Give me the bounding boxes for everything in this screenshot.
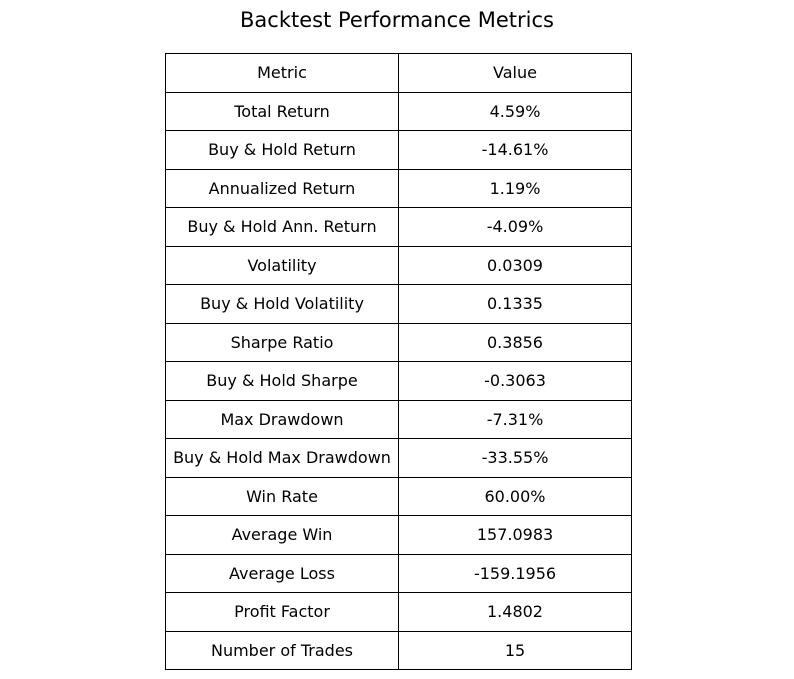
table-row: Sharpe Ratio 0.3856 — [165, 322, 632, 362]
chart-title: Backtest Performance Metrics — [240, 8, 554, 32]
metric-name-cell: Profit Factor — [165, 592, 399, 632]
table-row: Buy & Hold Sharpe -0.3063 — [165, 361, 632, 401]
metric-value-cell: 157.0983 — [398, 515, 632, 555]
metric-name-cell: Buy & Hold Return — [165, 130, 399, 170]
metric-value-cell: -14.61% — [398, 130, 632, 170]
table-row: Average Loss -159.1956 — [165, 553, 632, 593]
metric-value-cell: 1.4802 — [398, 592, 632, 632]
metric-value-cell: 0.1335 — [398, 284, 632, 324]
metric-value-cell: 0.0309 — [398, 245, 632, 285]
table-row: Number of Trades 15 — [165, 630, 632, 670]
metric-value-cell: -0.3063 — [398, 361, 632, 401]
column-header-metric: Metric — [165, 53, 399, 93]
table-row: Average Win 157.0983 — [165, 515, 632, 555]
metric-value-cell: 0.3856 — [398, 322, 632, 362]
table-row: Annualized Return 1.19% — [165, 168, 632, 208]
metric-name-cell: Average Loss — [165, 553, 399, 593]
table-row: Buy & Hold Ann. Return -4.09% — [165, 207, 632, 247]
metric-name-cell: Buy & Hold Ann. Return — [165, 207, 399, 247]
table-row: Max Drawdown -7.31% — [165, 399, 632, 439]
metric-value-cell: 15 — [398, 630, 632, 670]
table-row: Buy & Hold Return -14.61% — [165, 130, 632, 170]
table-header-row: Metric Value — [165, 53, 632, 93]
metric-name-cell: Number of Trades — [165, 630, 399, 670]
metric-name-cell: Buy & Hold Volatility — [165, 284, 399, 324]
metric-value-cell: 1.19% — [398, 168, 632, 208]
metric-value-cell: -33.55% — [398, 438, 632, 478]
metric-value-cell: 4.59% — [398, 91, 632, 131]
table-row: Win Rate 60.00% — [165, 476, 632, 516]
metric-name-cell: Sharpe Ratio — [165, 322, 399, 362]
table-row: Profit Factor 1.4802 — [165, 592, 632, 632]
metric-name-cell: Volatility — [165, 245, 399, 285]
metric-name-cell: Buy & Hold Sharpe — [165, 361, 399, 401]
metric-name-cell: Total Return — [165, 91, 399, 131]
metric-name-cell: Win Rate — [165, 476, 399, 516]
metric-value-cell: -4.09% — [398, 207, 632, 247]
metric-value-cell: -7.31% — [398, 399, 632, 439]
table-row: Buy & Hold Volatility 0.1335 — [165, 284, 632, 324]
metric-name-cell: Annualized Return — [165, 168, 399, 208]
metric-value-cell: -159.1956 — [398, 553, 632, 593]
table-row: Volatility 0.0309 — [165, 245, 632, 285]
metric-name-cell: Buy & Hold Max Drawdown — [165, 438, 399, 478]
metrics-table: Metric Value Total Return 4.59% Buy & Hold… — [165, 53, 632, 670]
table-row: Total Return 4.59% — [165, 91, 632, 131]
metric-name-cell: Average Win — [165, 515, 399, 555]
column-header-value: Value — [398, 53, 632, 93]
metric-name-cell: Max Drawdown — [165, 399, 399, 439]
metric-value-cell: 60.00% — [398, 476, 632, 516]
table-row: Buy & Hold Max Drawdown -33.55% — [165, 438, 632, 478]
table-body: Total Return 4.59% Buy & Hold Return -14.61… — [165, 91, 632, 670]
